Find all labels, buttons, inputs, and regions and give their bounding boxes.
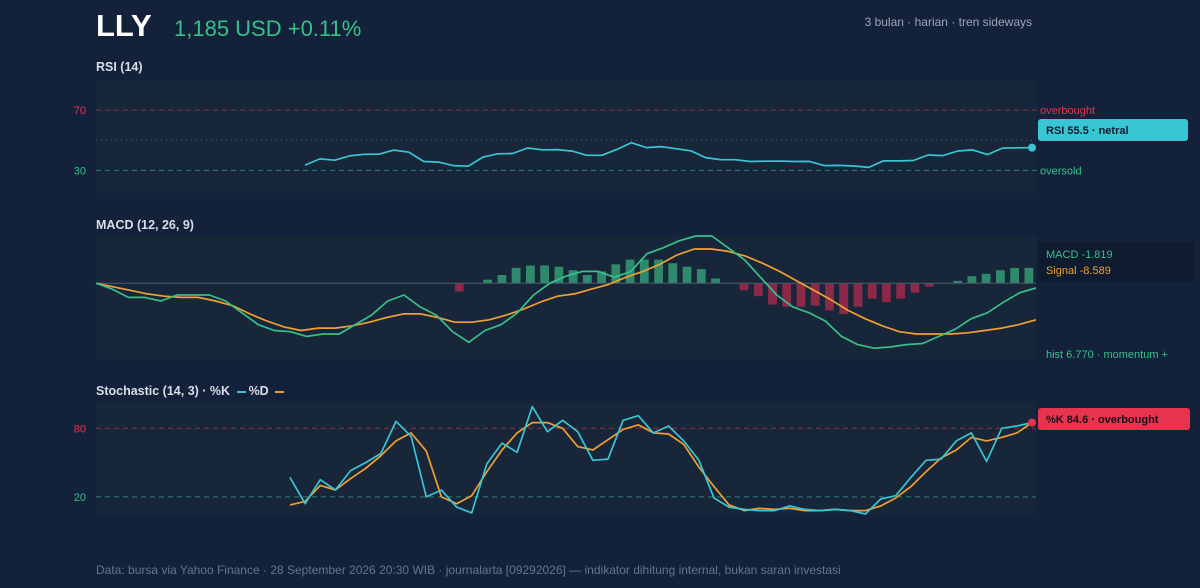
- macd-hist-bar: [739, 283, 749, 291]
- rsi-panel-bg: [96, 80, 1036, 193]
- stoch-badge: [1038, 408, 1190, 430]
- stoch-tick-label: 20: [74, 492, 86, 504]
- rsi-tick-label: 70: [74, 105, 86, 117]
- macd-hist-bar: [796, 283, 806, 307]
- rsi-oversold-label: oversold: [1040, 165, 1082, 177]
- rsi-overbought-label: overbought: [1040, 105, 1095, 117]
- stoch-panel-title: Stochastic (14, 3) · %K %D: [96, 384, 285, 398]
- macd-hist-bar: [682, 266, 692, 284]
- macd-hist-bar: [568, 270, 578, 284]
- macd-value-box: [1038, 242, 1194, 282]
- macd-hist-bar: [1010, 267, 1019, 284]
- macd-hist-bar: [711, 278, 720, 284]
- macd-hist-bar: [611, 264, 621, 284]
- rsi-panel-title: RSI (14): [96, 60, 143, 74]
- macd-hist-bar: [768, 283, 777, 305]
- rsi-badge-label: RSI 55.5 · netral: [1046, 125, 1129, 137]
- macd-hist-bar: [910, 283, 920, 293]
- macd-hist-bar: [967, 276, 977, 284]
- macd-hist-bar: [597, 271, 606, 284]
- stoch-tick-label: 80: [74, 423, 86, 435]
- rsi-line: [304, 141, 1033, 169]
- macd-hist-bar: [996, 270, 1005, 284]
- footer-source: Data: bursa via Yahoo Finance · 28 Septe…: [96, 563, 841, 577]
- macd-hist-bar: [554, 266, 564, 284]
- stoch-last-point: [1028, 418, 1036, 427]
- macd-value-label: MACD -1.819: [1046, 249, 1113, 261]
- macd-hist-bar: [696, 269, 706, 284]
- macd-hist-bar: [839, 283, 849, 314]
- macd-line: [95, 235, 1037, 350]
- price-change: 1,185 USD +0.11%: [174, 16, 362, 41]
- macd-hist-bar: [526, 265, 535, 284]
- macd-hist-bar: [882, 283, 891, 303]
- stoch-k-legend-swatch: [236, 390, 246, 393]
- stoch-panel-bg: [96, 402, 1036, 514]
- macd-hist-bar: [540, 265, 549, 284]
- macd-hist-bar: [953, 280, 963, 284]
- stoch-d-line: [289, 421, 1033, 512]
- macd-hist-bar: [654, 259, 663, 284]
- ticker-symbol: LLY: [96, 8, 152, 43]
- macd-hist-bar: [924, 283, 934, 287]
- rsi-badge: [1038, 119, 1188, 141]
- stoch-d-legend-swatch: [275, 390, 285, 393]
- macd-panel-title: MACD (12, 26, 9): [96, 218, 194, 232]
- macd-hist-bar: [668, 263, 678, 284]
- macd-hist-bar: [810, 283, 820, 306]
- macd-hist-bar: [511, 267, 521, 284]
- macd-hist-bar: [582, 275, 592, 284]
- macd-hist-bar: [483, 279, 493, 284]
- rsi-tick-label: 30: [74, 165, 86, 177]
- macd-hist-bar: [497, 275, 507, 284]
- rsi-last-point: [1028, 143, 1036, 152]
- stoch-d-legend-label: %D: [248, 384, 269, 398]
- stoch-title-prefix: Stochastic (14, 3) · %K: [96, 384, 231, 398]
- stoch-k-line: [289, 405, 1033, 515]
- macd-hist-bar: [867, 283, 877, 299]
- chart-meta: 3 bulan · harian · tren sideways: [864, 15, 1032, 29]
- macd-hist-bar: [454, 283, 464, 292]
- stoch-badge-label: %K 84.6 · overbought: [1046, 414, 1159, 426]
- hist-value-label: hist 6.770 · momentum +: [1046, 349, 1168, 361]
- macd-hist-bar: [981, 273, 991, 284]
- macd-panel-bg: [96, 236, 1036, 360]
- signal-value-label: Signal -8.589: [1046, 265, 1111, 277]
- macd-hist-bar: [782, 283, 792, 307]
- macd-hist-bar: [825, 283, 834, 311]
- macd-hist-bar: [753, 283, 763, 297]
- macd-hist-bar: [896, 283, 906, 299]
- macd-hist-bar: [1024, 267, 1034, 284]
- macd-signal-line: [95, 248, 1037, 335]
- macd-hist-bar: [853, 283, 863, 307]
